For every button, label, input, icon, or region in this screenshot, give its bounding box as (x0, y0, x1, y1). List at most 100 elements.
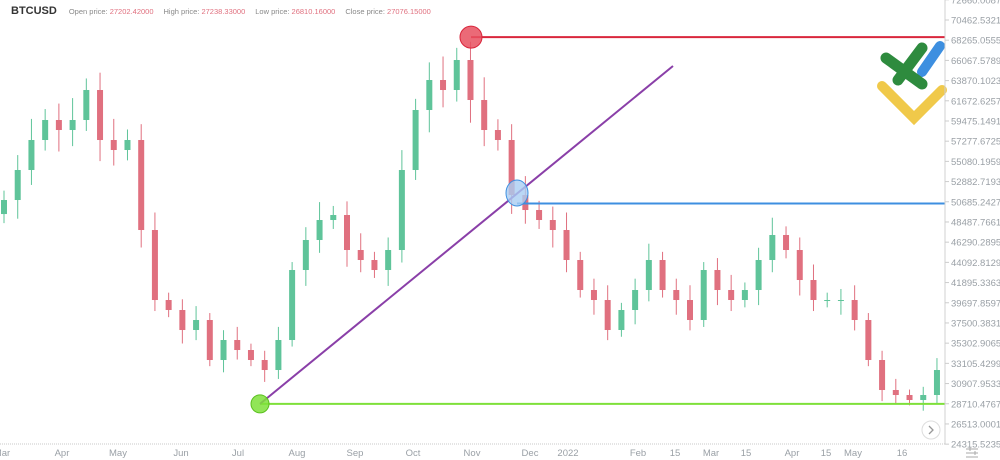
candle (851, 285, 858, 331)
y-tick-label: 61672.62570 (951, 96, 1000, 107)
x-tick-label: Feb (630, 448, 646, 459)
candle (165, 292, 172, 318)
candle (618, 302, 625, 337)
candle (97, 72, 104, 162)
y-tick-label: 46290.28950 (951, 238, 1000, 249)
candle (687, 285, 693, 331)
candle (933, 358, 940, 404)
x-tick-label: May (844, 448, 862, 459)
x-tick-label: 15 (741, 448, 752, 459)
candle (110, 118, 117, 166)
low-label: Low price: (255, 7, 290, 16)
candle (179, 299, 186, 344)
candle (481, 77, 488, 147)
y-tick-label: 44092.81290 (951, 258, 1000, 269)
candle (783, 226, 790, 259)
candle (824, 292, 831, 308)
candle (151, 212, 158, 312)
y-tick-label: 48487.76610 (951, 217, 1000, 228)
y-tick-label: 30907.95330 (951, 379, 1000, 390)
trendline[interactable] (259, 65, 674, 405)
x-tick-label: Apr (785, 448, 800, 459)
y-tick-label: 35302.90650 (951, 339, 1000, 350)
candle (906, 389, 913, 406)
y-tick-label: 41895.33630 (951, 278, 1000, 289)
open-value: 27202.42000 (109, 7, 154, 16)
settings-icon[interactable] (966, 447, 978, 458)
symbol-label: BTCUSD (11, 5, 57, 17)
x-tick-label: Mar (0, 448, 10, 459)
candle (138, 124, 145, 248)
y-tick-label: 39697.85970 (951, 298, 1000, 309)
high-value: 27238.33000 (201, 7, 246, 16)
candle (1, 190, 7, 224)
candle (536, 200, 543, 229)
y-tick-label: 24315.52350 (951, 440, 1000, 451)
candle (247, 343, 254, 367)
candle (371, 251, 378, 278)
candle (206, 313, 213, 367)
chart-header: BTCUSD Open price: 27202.42000 High pric… (11, 5, 431, 17)
y-tick-label: 55080.19590 (951, 157, 1000, 168)
candle (302, 227, 309, 286)
candle (83, 78, 90, 131)
candle (316, 202, 323, 253)
x-tick-label: Dec (522, 448, 539, 459)
intersection-marker[interactable] (505, 179, 529, 207)
close-label: Close price: (345, 7, 385, 16)
x-tick-label: Nov (464, 448, 481, 459)
candle (69, 98, 76, 147)
x-tick-label: Aug (289, 448, 306, 459)
x-tick-label: 15 (670, 448, 681, 459)
y-tick-label: 37500.38310 (951, 318, 1000, 329)
candle (440, 56, 447, 108)
x-tick-label: Jun (173, 448, 188, 459)
candle (289, 262, 296, 347)
y-tick-label: 50685.24270 (951, 197, 1000, 208)
x-tick-label: Oct (406, 448, 421, 459)
candle (549, 206, 556, 248)
y-tick-label: 59475.14910 (951, 116, 1000, 127)
candle (453, 47, 460, 102)
candle (810, 264, 817, 312)
candle (714, 258, 721, 306)
support-marker[interactable] (250, 394, 270, 414)
candle (755, 247, 762, 306)
scroll-right-button[interactable] (921, 420, 941, 440)
candle (385, 237, 392, 286)
candle (426, 62, 433, 133)
open-label: Open price: (68, 7, 108, 16)
candle (330, 205, 337, 229)
y-tick-label: 33105.42990 (951, 359, 1000, 370)
candle (261, 350, 268, 382)
candle (700, 262, 707, 327)
y-tick-label: 28710.47670 (951, 399, 1000, 410)
y-tick-label: 52882.71930 (951, 177, 1000, 188)
candle (577, 251, 584, 298)
candle (28, 118, 35, 185)
x-tick-label: Jul (232, 448, 244, 459)
candle (645, 243, 652, 302)
candle (357, 233, 364, 273)
candle (220, 330, 227, 373)
resistance-marker[interactable] (459, 25, 483, 49)
y-tick-label: 66067.57890 (951, 56, 1000, 67)
candle (632, 278, 639, 325)
candle (124, 129, 131, 161)
candle (275, 326, 282, 379)
candle (865, 313, 872, 367)
candle (879, 350, 886, 402)
candle (892, 378, 899, 404)
candle (193, 306, 200, 341)
y-tick-label: 68265.05550 (951, 36, 1000, 47)
x-tick-label: 15 (821, 448, 832, 459)
candle (563, 212, 570, 273)
candle (14, 155, 21, 219)
candle (398, 150, 405, 263)
candle (728, 274, 735, 312)
x-tick-label: 2022 (557, 448, 578, 459)
low-value: 26810.16000 (291, 7, 336, 16)
candle (494, 119, 501, 151)
y-tick-label: 72660.00870 (951, 0, 1000, 6)
